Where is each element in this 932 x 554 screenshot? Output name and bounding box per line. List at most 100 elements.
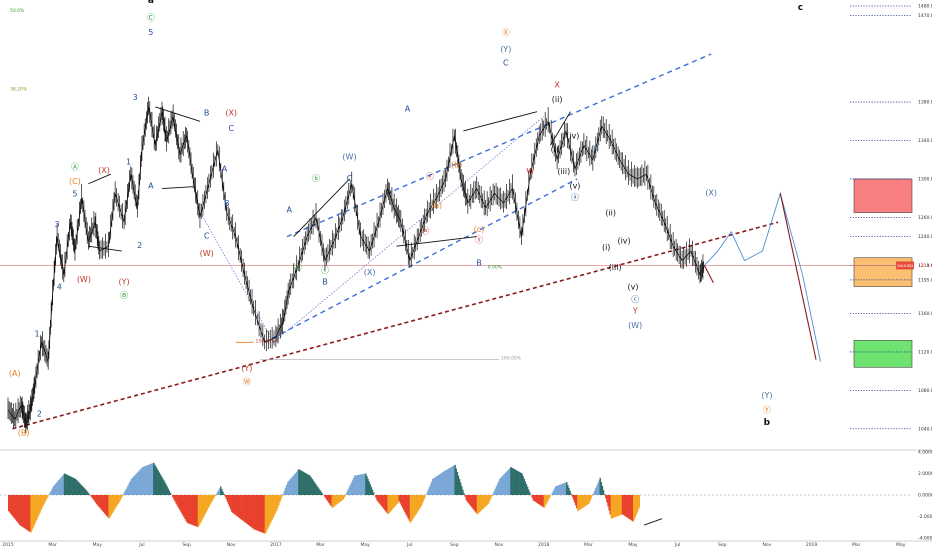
symbol-tag-text: XAUUSD xyxy=(897,263,913,268)
wave-label: (Y) xyxy=(241,364,252,373)
wave-label: ⓑ xyxy=(312,174,320,183)
oscillator-bar xyxy=(344,495,345,497)
time-tick-label: Sep xyxy=(450,542,459,548)
price-tick-label: 1240.00 xyxy=(918,234,932,240)
time-tick-label: Nov xyxy=(495,542,504,548)
wave-label: (iii) xyxy=(557,167,570,176)
price-tick-label: 1380.00 xyxy=(918,100,932,106)
oscillator-bar xyxy=(639,495,640,507)
price-tick-label: 1260.00 xyxy=(918,215,932,221)
wave-label: (iv) xyxy=(617,236,630,245)
wave-label: (X) xyxy=(364,268,376,277)
wave-label: ⓧ xyxy=(426,172,434,181)
wave-label: (i) xyxy=(602,243,610,252)
wave-label: (i) xyxy=(551,145,559,154)
wave-label: B xyxy=(224,199,230,208)
wave-label: ⓒ xyxy=(631,295,639,304)
wave-label: 3 xyxy=(133,93,138,102)
wave-label: (Y) xyxy=(761,391,772,400)
wave-label: Y xyxy=(632,306,638,315)
wave-label: (W) xyxy=(200,249,214,258)
wave-label: ⓐ xyxy=(571,193,579,202)
wave-label: C xyxy=(347,174,353,183)
oscillator-bar xyxy=(424,495,425,498)
fib-level-label: 0.00% xyxy=(488,264,503,270)
wave-label: Ⓨ xyxy=(763,405,771,414)
wave-label: B xyxy=(204,109,210,118)
wave-label: 2 xyxy=(37,409,42,418)
wave-label: 5 xyxy=(72,189,77,198)
oscillator-bar xyxy=(592,495,593,496)
wave-label: (B) xyxy=(18,429,30,438)
oscillator-bar xyxy=(491,495,492,496)
time-tick-label: Jul xyxy=(138,542,144,548)
wave-label: ⓨ xyxy=(475,235,483,244)
wave-label: A xyxy=(287,206,293,215)
time-tick-label: Mar xyxy=(316,542,325,548)
oscillator-bar xyxy=(223,494,224,495)
wave-label: (c) xyxy=(474,225,485,234)
time-tick-label: Mar xyxy=(852,542,861,548)
wave-label: c xyxy=(798,3,803,13)
oscillator-bar xyxy=(570,494,571,495)
wave-label: ⓒ xyxy=(321,266,329,275)
wave-label: Ⓑ xyxy=(120,291,128,300)
time-tick-label: 2017 xyxy=(270,542,282,548)
wave-label: (W) xyxy=(342,153,356,162)
wave-label: (X) xyxy=(98,166,110,175)
oscillator-bar xyxy=(281,495,282,497)
time-tick-label: Sep xyxy=(718,542,727,548)
wave-label: (v) xyxy=(569,182,580,191)
wave-label: ⓑ xyxy=(591,145,599,154)
fib-level-label: 100.00% xyxy=(501,356,522,362)
time-tick-label: May xyxy=(896,542,906,548)
wave-label: (A) xyxy=(9,369,21,378)
wave-label: 1 xyxy=(34,330,39,339)
wave-label: (v) xyxy=(627,282,638,291)
wave-label: W xyxy=(526,167,534,176)
oscillator-bar xyxy=(88,494,89,495)
time-tick-label: Sep xyxy=(182,542,191,548)
wave-label: Ⓧ xyxy=(502,28,510,37)
time-tick-label: Nov xyxy=(763,542,772,548)
time-tick-label: May xyxy=(93,542,103,548)
wave-label: 2 xyxy=(137,241,142,250)
oscillator-bar xyxy=(604,494,605,495)
fib-level-label: 38.20% xyxy=(10,87,28,93)
time-tick-label: Mar xyxy=(584,542,593,548)
time-tick-label: Nov xyxy=(227,542,236,548)
time-tick-label: Jul xyxy=(674,542,680,548)
oscillator-bar xyxy=(373,492,374,495)
wave-label: a xyxy=(148,0,154,6)
price-tick-label: 1340.00 xyxy=(918,138,932,144)
wave-label: A xyxy=(222,164,228,173)
wave-label: Ⓒ xyxy=(147,13,155,22)
wave-label: Ⓦ xyxy=(243,378,251,387)
price-tick-label: 1480.00 xyxy=(918,4,932,10)
last-price-label: 1211.65 xyxy=(918,263,932,269)
time-tick-label: May xyxy=(360,542,370,548)
wave-label: ⓐ xyxy=(294,263,302,272)
wave-label: C xyxy=(204,232,210,241)
oscillator-bar xyxy=(122,495,123,496)
fib-level-label: 50.0% xyxy=(10,8,25,14)
wave-label: Ⓐ xyxy=(71,162,79,171)
oscillator-bar xyxy=(214,495,215,496)
wave-label: (W) xyxy=(628,321,642,330)
price-tick-label: 1160.00 xyxy=(918,311,932,317)
oscillator-bar xyxy=(549,495,550,497)
wave-label: ⓦ xyxy=(421,227,429,236)
wave-label: (a) xyxy=(431,201,442,210)
price-tick-label: 1470.00 xyxy=(918,13,932,19)
time-tick-label: 2019 xyxy=(806,542,818,548)
price-tick-label: 1195.00 xyxy=(918,277,932,283)
symbol-price-tag: XAUUSD xyxy=(896,261,914,269)
wave-label: X xyxy=(554,81,560,90)
oscillator-bar xyxy=(322,493,323,495)
